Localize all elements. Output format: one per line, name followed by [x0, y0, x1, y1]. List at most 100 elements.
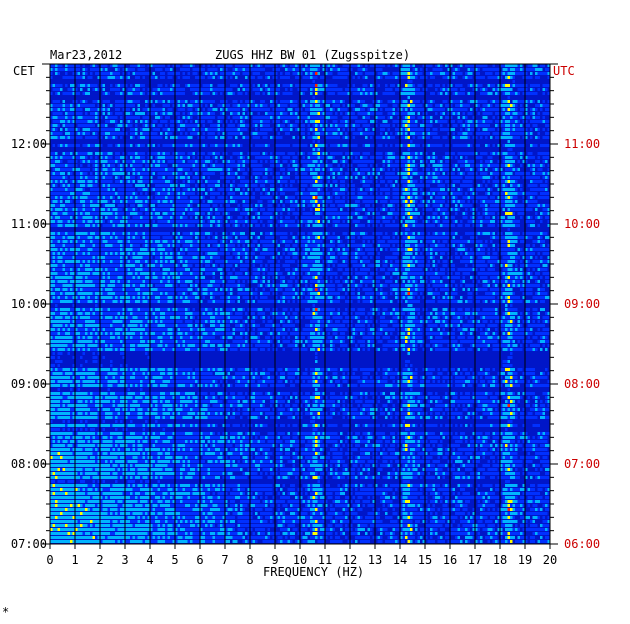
heatmap-cell	[327, 136, 330, 139]
heatmap-cell	[90, 144, 93, 147]
heatmap-cell	[442, 156, 445, 159]
heatmap-cell	[235, 144, 238, 147]
heatmap-cell	[312, 148, 315, 151]
heatmap-cell	[62, 152, 65, 155]
heatmap-cell	[80, 104, 83, 107]
heatmap-cell	[142, 120, 145, 123]
heatmap-cell	[450, 172, 453, 175]
heatmap-cell	[297, 116, 300, 119]
heatmap-cell	[152, 76, 155, 79]
heatmap-cell	[320, 152, 323, 155]
heatmap-cell	[140, 132, 143, 135]
heatmap-cell	[50, 164, 53, 167]
heatmap-cell	[67, 128, 70, 131]
heatmap-cell	[360, 180, 363, 183]
heatmap-cell	[147, 136, 150, 139]
heatmap-cell	[265, 152, 268, 155]
heatmap-cell	[437, 164, 440, 167]
heatmap-cell	[160, 200, 163, 203]
heatmap-cell	[227, 88, 230, 91]
heatmap-cell	[137, 184, 140, 187]
heatmap-cell	[290, 180, 293, 183]
heatmap-cell	[77, 132, 80, 135]
heatmap-cell	[207, 132, 210, 135]
heatmap-cell	[160, 84, 163, 87]
heatmap-cell	[407, 68, 410, 71]
heatmap-cell	[232, 200, 235, 203]
heatmap-cell	[65, 208, 68, 211]
heatmap-cell	[130, 208, 133, 211]
heatmap-cell	[195, 168, 198, 171]
heatmap-cell	[120, 136, 123, 139]
heatmap-cell	[455, 108, 458, 111]
heatmap-cell	[160, 120, 163, 123]
heatmap-cell	[185, 64, 188, 67]
heatmap-cell	[50, 108, 53, 111]
heatmap-cell	[345, 152, 348, 155]
heatmap-cell	[157, 108, 160, 111]
heatmap-cell	[115, 64, 118, 67]
heatmap-cell	[322, 144, 325, 147]
heatmap-cell	[165, 120, 168, 123]
heatmap-cell	[337, 144, 340, 147]
heatmap-cell	[75, 88, 78, 91]
heatmap-cell	[177, 204, 180, 207]
heatmap-cell	[402, 200, 405, 203]
heatmap-cell	[300, 124, 303, 127]
heatmap-cell	[385, 136, 388, 139]
heatmap-cell	[212, 112, 215, 115]
heatmap-cell	[72, 184, 75, 187]
heatmap-cell	[402, 120, 405, 123]
heatmap-cell	[325, 120, 328, 123]
heatmap-cell	[347, 168, 350, 171]
heatmap-cell	[537, 112, 540, 115]
heatmap-cell	[480, 92, 483, 95]
heatmap-cell	[290, 160, 293, 163]
heatmap-cell	[295, 100, 298, 103]
heatmap-cell	[107, 108, 110, 111]
heatmap-cell	[327, 84, 330, 87]
heatmap-cell	[272, 184, 275, 187]
heatmap-cell	[97, 88, 100, 91]
heatmap-cell	[72, 112, 75, 115]
heatmap-cell	[287, 128, 290, 131]
heatmap-cell	[170, 184, 173, 187]
heatmap-cell	[335, 132, 338, 135]
heatmap-cell	[367, 168, 370, 171]
heatmap-cell	[252, 104, 255, 107]
heatmap-cell	[140, 64, 143, 67]
heatmap-cell	[365, 164, 368, 167]
heatmap-cell	[140, 192, 143, 195]
heatmap-cell	[370, 164, 373, 167]
heatmap-cell	[322, 196, 325, 199]
heatmap-cell	[512, 136, 515, 139]
heatmap-cell	[175, 176, 178, 179]
heatmap-cell	[197, 108, 200, 111]
heatmap-cell	[172, 200, 175, 203]
heatmap-cell	[210, 72, 213, 75]
heatmap-cell	[317, 72, 320, 75]
heatmap-cell	[477, 196, 480, 199]
heatmap-cell	[512, 152, 515, 155]
heatmap-cell	[75, 132, 78, 135]
heatmap-cell	[317, 188, 320, 191]
heatmap-cell	[465, 152, 468, 155]
heatmap-cell	[242, 64, 245, 67]
heatmap-cell	[537, 72, 540, 75]
heatmap-cell	[255, 116, 258, 119]
heatmap-cell	[170, 112, 173, 115]
heatmap-cell	[430, 156, 433, 159]
heatmap-cell	[162, 144, 165, 147]
heatmap-cell	[240, 92, 243, 95]
heatmap-cell	[362, 152, 365, 155]
heatmap-cell	[152, 128, 155, 131]
heatmap-cell	[107, 188, 110, 191]
heatmap-cell	[110, 192, 113, 195]
heatmap-cell	[502, 136, 505, 139]
heatmap-cell	[462, 196, 465, 199]
heatmap-cell	[52, 176, 55, 179]
heatmap-cell	[75, 164, 78, 167]
heatmap-cell	[102, 208, 105, 211]
heatmap-cell	[160, 108, 163, 111]
heatmap-cell	[212, 100, 215, 103]
